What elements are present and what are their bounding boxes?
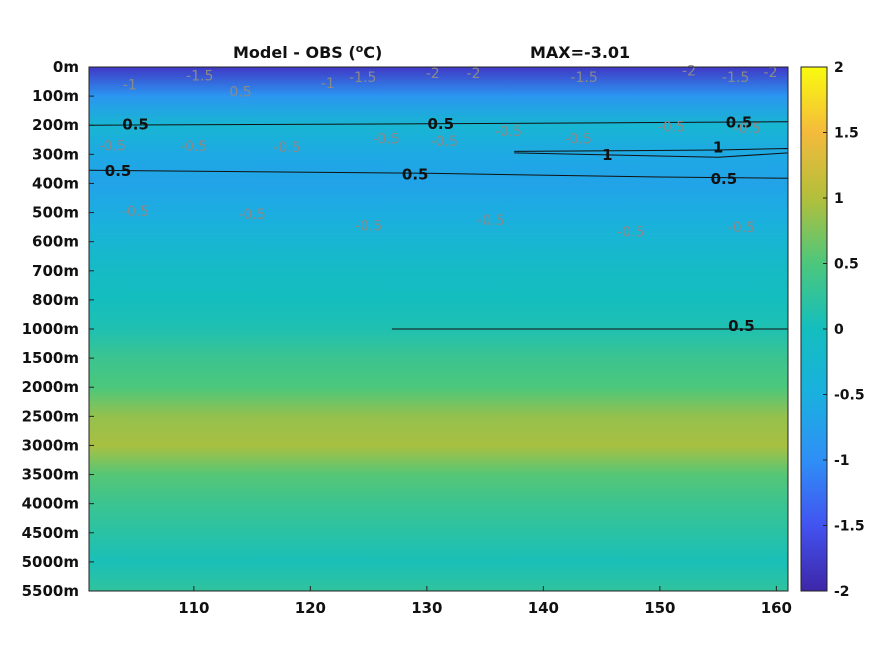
y-tick-label: 4500m bbox=[22, 524, 79, 542]
contour-label-gray: -1 bbox=[321, 76, 335, 92]
y-tick-label: 800m bbox=[32, 291, 79, 309]
x-axis: 110 120 130 140 150 160 bbox=[178, 586, 792, 617]
y-tick-label: 5000m bbox=[22, 553, 79, 571]
chart-title: Model - OBS (oC) bbox=[233, 42, 382, 62]
contour-label-gray: -1 bbox=[123, 78, 137, 94]
y-axis: 0m 100m 200m 300m 400m 500m 600m 700m 800m 1000m 1… bbox=[22, 58, 94, 600]
y-tick-label: 4000m bbox=[22, 495, 79, 513]
max-value-label: MAX=-3.01 bbox=[530, 43, 630, 62]
colorbar-gradient bbox=[800, 66, 828, 592]
colorbar: 2 1.5 1 0.5 0 -0.5 -1 -1.5 -2 bbox=[800, 60, 865, 600]
colorbar-tick-label: -1.5 bbox=[834, 519, 865, 535]
contour-label-gray: -0.5 bbox=[355, 219, 382, 235]
colorbar-tick-label: 1 bbox=[834, 191, 844, 207]
x-tick-label: 130 bbox=[411, 599, 442, 617]
y-tick-label: 5500m bbox=[22, 582, 79, 600]
contour-label-gray: -0.5 bbox=[565, 131, 592, 147]
contour-label-gray: -0.5 bbox=[734, 121, 761, 137]
y-tick-label: 1500m bbox=[22, 349, 79, 367]
contour-label-gray: -0.5 bbox=[372, 131, 399, 147]
y-tick-label: 0m bbox=[53, 58, 79, 76]
colorbar-tick-label: -2 bbox=[834, 584, 850, 600]
y-tick-label: 600m bbox=[32, 233, 79, 251]
contour-label-gray: -0.5 bbox=[477, 213, 504, 229]
contour-label-gray: -0.5 bbox=[238, 207, 265, 223]
contour-label-gray: -0.5 bbox=[180, 139, 207, 155]
y-tick-label: 1000m bbox=[22, 320, 79, 338]
x-tick-label: 150 bbox=[644, 599, 675, 617]
colorbar-ticks: 2 1.5 1 0.5 0 -0.5 -1 -1.5 -2 bbox=[823, 60, 865, 600]
contour-label-gray: -0.5 bbox=[273, 140, 300, 156]
contour-label: 0.5 bbox=[428, 115, 455, 133]
colorbar-tick-label: 0.5 bbox=[834, 257, 859, 273]
x-tick-label: 110 bbox=[178, 599, 209, 617]
contour-label: 0.5 bbox=[711, 170, 738, 188]
contour-label: 0.5 bbox=[402, 166, 429, 184]
contour-label-gray: -0.5 bbox=[728, 220, 755, 236]
contour-label-gray: -1.5 bbox=[570, 70, 597, 86]
y-tick-label: 700m bbox=[32, 262, 79, 280]
contour-layer bbox=[89, 121, 788, 330]
contour-label-gray: -1.5 bbox=[722, 70, 749, 86]
contour-line bbox=[514, 147, 788, 158]
contour-label: 0.5 bbox=[728, 317, 755, 335]
contour-label-gray: -0.5 bbox=[99, 139, 126, 155]
contour-label: 0.5 bbox=[726, 113, 753, 131]
contour-label-gray: -0.5 bbox=[617, 225, 644, 241]
y-tick-label: 300m bbox=[32, 145, 79, 163]
contour-label-gray: -2 bbox=[426, 66, 440, 82]
colorbar-tick-label: 0 bbox=[834, 322, 844, 338]
contour-label-gray: -0.5 bbox=[122, 204, 149, 220]
contour-label: 1 bbox=[713, 138, 723, 156]
y-tick-label: 2500m bbox=[22, 407, 79, 425]
contour-label: 0.5 bbox=[122, 116, 149, 134]
y-tick-label: 200m bbox=[32, 116, 79, 134]
y-tick-label: 500m bbox=[32, 204, 79, 222]
x-tick-label: 140 bbox=[528, 599, 559, 617]
y-tick-label: 2000m bbox=[22, 378, 79, 396]
y-tick-label: 3500m bbox=[22, 466, 79, 484]
contour-label-gray: -2 bbox=[682, 64, 696, 80]
colorbar-tick-label: -0.5 bbox=[834, 388, 865, 404]
y-tick-label: 3000m bbox=[22, 436, 79, 454]
x-tick-label: 120 bbox=[295, 599, 326, 617]
plot-area: 0.5 0.5 0.51 10.5 0.5 0.50.5-1.5-1 0.5-1 -1.5 -2… bbox=[88, 64, 789, 592]
contour-label-gray: 0.5 bbox=[229, 85, 251, 101]
contour-label-gray: -0.5 bbox=[495, 124, 522, 140]
y-tick-label: 100m bbox=[32, 87, 79, 105]
contour-label-gray: -0.5 bbox=[431, 134, 458, 150]
contour-label-gray: -0.5 bbox=[658, 120, 685, 136]
colorbar-tick-label: 1.5 bbox=[834, 126, 859, 142]
contour-label-layer: 0.5 0.5 0.51 10.5 0.5 0.50.5-1.5-1 0.5-1 -1.5 -2… bbox=[99, 64, 778, 336]
contour-label: 0.5 bbox=[105, 162, 132, 180]
x-tick-label: 160 bbox=[761, 599, 792, 617]
contour-label-gray: -2 bbox=[764, 65, 778, 81]
colorbar-tick-label: 2 bbox=[834, 60, 844, 76]
y-tick-label: 400m bbox=[32, 174, 79, 192]
contour-label-gray: -1.5 bbox=[349, 70, 376, 86]
contour-line bbox=[89, 121, 788, 126]
colorbar-tick-label: -1 bbox=[834, 453, 850, 469]
contour-line bbox=[89, 169, 788, 179]
contour-label-gray: -2 bbox=[467, 66, 481, 82]
contour-label: 1 bbox=[602, 146, 612, 164]
contour-label-gray: -1.5 bbox=[186, 69, 213, 85]
